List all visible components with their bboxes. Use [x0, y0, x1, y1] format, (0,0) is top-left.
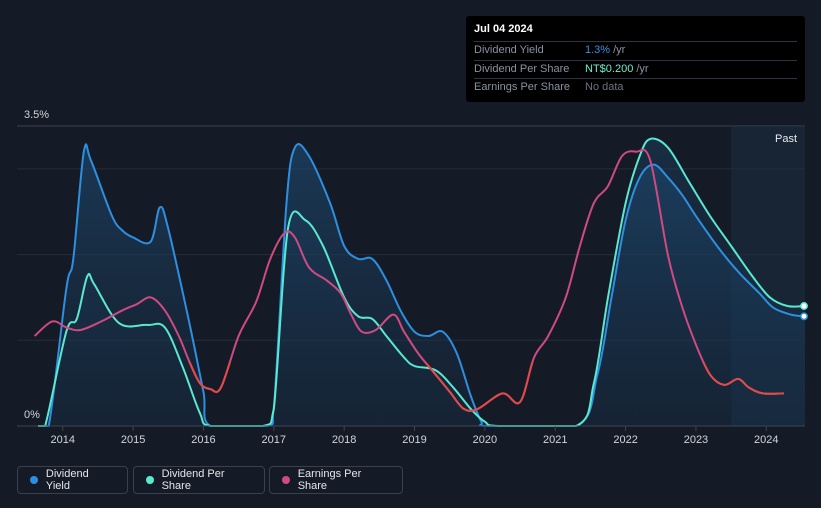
tooltip-value: NT$0.200	[585, 62, 634, 75]
x-tick-label: 2023	[684, 434, 708, 446]
legend-dot-icon	[282, 476, 290, 484]
tooltip-label: Dividend Yield	[474, 44, 544, 56]
area-fills	[38, 138, 806, 426]
tooltip-row-dividend-yield: Dividend Yield 1.3% /yr	[474, 42, 797, 61]
x-tick-label: 2022	[613, 434, 637, 446]
legend-dividend-yield[interactable]: Dividend Yield	[17, 466, 128, 494]
x-tick-label: 2019	[402, 434, 426, 446]
x-tick-label: 2020	[473, 434, 497, 446]
tooltip-unit: /yr	[613, 44, 626, 56]
end-marker	[800, 302, 808, 310]
x-tick-label: 2018	[332, 434, 356, 446]
tooltip-date: Jul 04 2024	[474, 16, 797, 42]
tooltip-value: 1.3%	[585, 44, 611, 56]
tooltip-value: No data	[585, 81, 624, 93]
x-tick-label: 2015	[121, 434, 145, 446]
x-tick-label: 2024	[754, 434, 778, 446]
line-dividend-yield	[38, 143, 806, 428]
x-tick-label: 2017	[262, 434, 286, 446]
line-dividend-per-share	[38, 137, 806, 428]
tooltip-label: Earnings Per Share	[474, 81, 570, 93]
tooltip-row-dividend-per-share: Dividend Per Share NT$0.200 /yr	[474, 61, 797, 79]
legend-earnings-per-share[interactable]: Earnings Per Share	[269, 466, 403, 494]
past-label: Past	[775, 133, 797, 145]
end-markers	[800, 302, 808, 321]
tooltip-unit: /yr	[636, 62, 649, 75]
area-dividend-per-share	[38, 138, 806, 426]
tooltip: Jul 04 2024 Dividend Yield 1.3% /yr Divi…	[466, 16, 805, 102]
y-axis-bottom-label: 0%	[24, 409, 40, 421]
legend-dot-icon	[30, 476, 38, 484]
series-lines	[33, 137, 806, 428]
tooltip-row-earnings-per-share: Earnings Per Share No data	[474, 79, 797, 97]
legend-dot-icon	[146, 476, 154, 484]
x-axis-ticks: 2014 2015 2016 2017 2018 2019 2020 2021 2022 2023…	[50, 426, 779, 446]
x-tick-label: 2016	[191, 434, 215, 446]
legend-label: Dividend Per Share	[161, 468, 225, 492]
end-marker	[800, 312, 808, 321]
tooltip-label: Dividend Per Share	[474, 62, 570, 75]
line-earnings-per-share	[33, 148, 784, 412]
legend-label: Dividend Yield	[45, 468, 89, 492]
legend-label: Earnings Per Share	[297, 468, 362, 492]
x-tick-label: 2021	[543, 434, 567, 446]
legend-dividend-per-share[interactable]: Dividend Per Share	[133, 466, 265, 494]
y-axis-top-label: 3.5%	[24, 109, 49, 121]
x-tick-label: 2014	[50, 434, 74, 446]
